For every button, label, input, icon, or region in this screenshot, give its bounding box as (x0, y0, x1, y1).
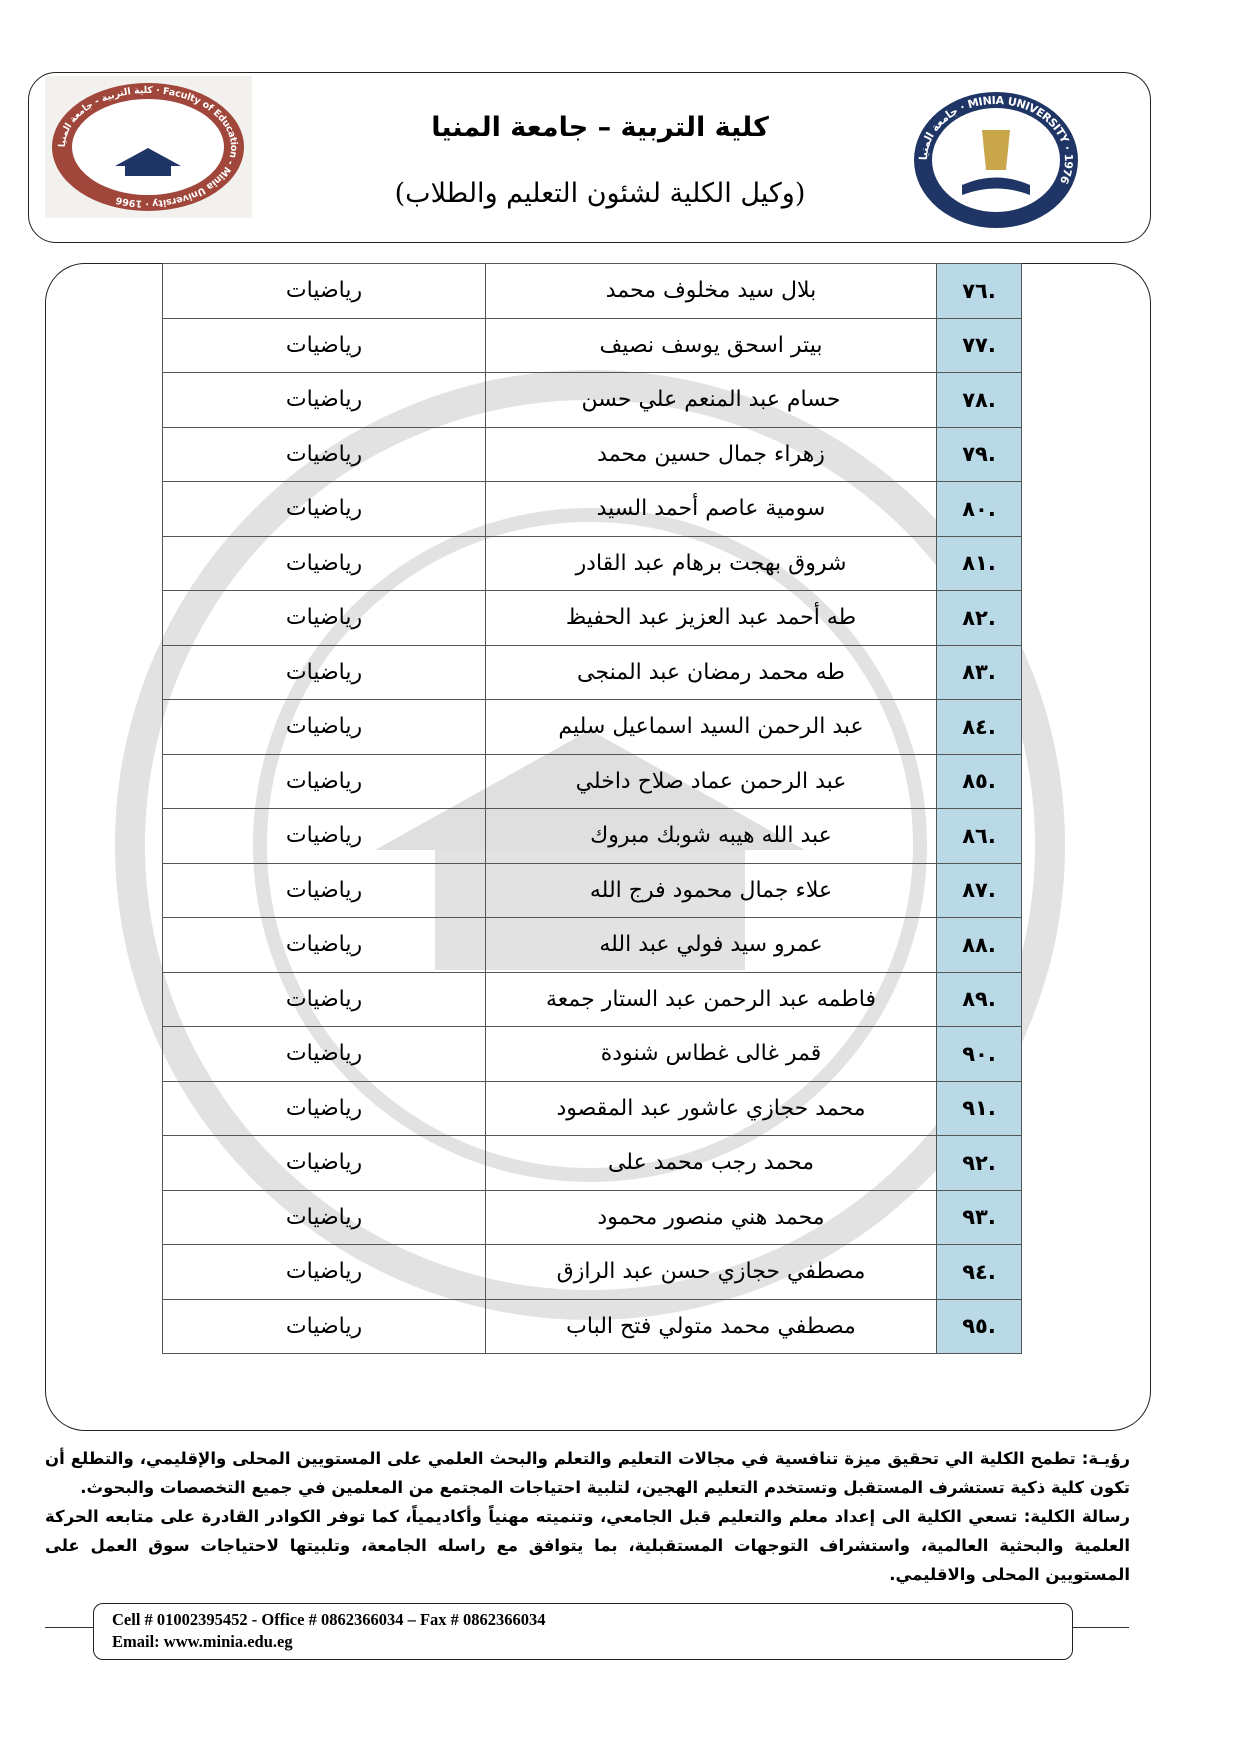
subject: رياضيات (162, 317, 486, 373)
subject: رياضيات (162, 644, 486, 700)
page-title: كلية التربية – جامعة المنيا (431, 112, 769, 143)
table-row: .٨٥ عبد الرحمن عماد صلاح داخلي رياضيات (162, 753, 1022, 809)
row-number: .٩٠ (936, 1026, 1022, 1082)
student-name: قمر غالى غطاس شنودة (485, 1026, 937, 1082)
row-number: .٧٨ (936, 372, 1022, 428)
student-name: شروق بهجت برهام عبد القادر (485, 535, 937, 591)
table-row: .٧٩ زهراء جمال حسين محمد رياضيات (162, 426, 1022, 482)
table-row: .٩٠ قمر غالى غطاس شنودة رياضيات (162, 1026, 1022, 1082)
student-name: بلال سيد مخلوف محمد (485, 263, 937, 319)
student-name: محمد رجب محمد على (485, 1135, 937, 1191)
divider (1073, 1627, 1129, 1628)
subject: رياضيات (162, 699, 486, 755)
header-box (28, 72, 1151, 243)
subject: رياضيات (162, 1080, 486, 1136)
student-name: مصطفي حجازي حسن عبد الرازق (485, 1244, 937, 1300)
row-number: .٧٦ (936, 263, 1022, 319)
table-row: .٨٢ طه أحمد عبد العزيز عبد الحفيظ رياضيات (162, 590, 1022, 646)
page-subtitle: (وكيل الكلية لشئون التعليم والطلاب) (394, 178, 806, 209)
subject: رياضيات (162, 917, 486, 973)
row-number: .٧٧ (936, 317, 1022, 373)
row-number: .٨٠ (936, 481, 1022, 537)
subject: رياضيات (162, 753, 486, 809)
student-name: بيتر اسحق يوسف نصيف (485, 317, 937, 373)
subject: رياضيات (162, 535, 486, 591)
row-number: .٩٥ (936, 1298, 1022, 1354)
footer-statements: رؤيـة: تطمح الكلية الي تحقيق ميزة تنافسي… (45, 1444, 1130, 1589)
student-name: محمد هني منصور محمود (485, 1189, 937, 1245)
student-name: سومية عاصم أحمد السيد (485, 481, 937, 537)
row-number: .٨٥ (936, 753, 1022, 809)
row-number: .٨٣ (936, 644, 1022, 700)
student-name: محمد حجازي عاشور عبد المقصود (485, 1080, 937, 1136)
table-row: .٩٤ مصطفي حجازي حسن عبد الرازق رياضيات (162, 1244, 1022, 1300)
table-row: .٨٦ عبد الله هيبه شوبك مبروك رياضيات (162, 808, 1022, 864)
row-number: .٨٢ (936, 590, 1022, 646)
table-row: .٨٣ طه محمد رمضان عبد المنجى رياضيات (162, 644, 1022, 700)
student-name: عبد الرحمن عماد صلاح داخلي (485, 753, 937, 809)
table-row: .٨٤ عبد الرحمن السيد اسماعيل سليم رياضيات (162, 699, 1022, 755)
subject: رياضيات (162, 971, 486, 1027)
table-row: .٧٧ بيتر اسحق يوسف نصيف رياضيات (162, 317, 1022, 373)
student-name: عمرو سيد فولي عبد الله (485, 917, 937, 973)
subject: رياضيات (162, 1026, 486, 1082)
subject: رياضيات (162, 1298, 486, 1354)
subject: رياضيات (162, 372, 486, 428)
table-row: .٧٨ حسام عبد المنعم علي حسن رياضيات (162, 372, 1022, 428)
student-name: طه أحمد عبد العزيز عبد الحفيظ (485, 590, 937, 646)
row-number: .٩١ (936, 1080, 1022, 1136)
row-number: .٧٩ (936, 426, 1022, 482)
row-number: .٨٩ (936, 971, 1022, 1027)
contact-box: Cell # 01002395452 - Office # 0862366034… (93, 1603, 1073, 1660)
subject: رياضيات (162, 426, 486, 482)
row-number: .٨٦ (936, 808, 1022, 864)
student-name: عبد الله هيبه شوبك مبروك (485, 808, 937, 864)
subject: رياضيات (162, 590, 486, 646)
table-row: .٨٧ علاء جمال محمود فرج الله رياضيات (162, 862, 1022, 918)
subject: رياضيات (162, 1189, 486, 1245)
students-table: .٧٦ بلال سيد مخلوف محمد رياضيات .٧٧ بيتر اسح… (162, 263, 1022, 1354)
subject: رياضيات (162, 862, 486, 918)
table-row: .٨٩ فاطمه عبد الرحمن عبد الستار جمعة رياضي… (162, 971, 1022, 1027)
student-name: مصطفي محمد متولي فتح الباب (485, 1298, 937, 1354)
row-number: .٨٧ (936, 862, 1022, 918)
table-row: .٧٦ بلال سيد مخلوف محمد رياضيات (162, 263, 1022, 319)
student-name: طه محمد رمضان عبد المنجى (485, 644, 937, 700)
table-row: .٩٣ محمد هني منصور محمود رياضيات (162, 1189, 1022, 1245)
row-number: .٩٣ (936, 1189, 1022, 1245)
table-row: .٨٨ عمرو سيد فولي عبد الله رياضيات (162, 917, 1022, 973)
row-number: .٩٤ (936, 1244, 1022, 1300)
subject: رياضيات (162, 481, 486, 537)
table-row: .٩٥ مصطفي محمد متولي فتح الباب رياضيات (162, 1298, 1022, 1354)
subject: رياضيات (162, 1135, 486, 1191)
subject: رياضيات (162, 808, 486, 864)
contact-email: Email: www.minia.edu.eg (112, 1632, 293, 1651)
divider (45, 1627, 93, 1628)
subject: رياضيات (162, 1244, 486, 1300)
row-number: .٨١ (936, 535, 1022, 591)
student-name: حسام عبد المنعم علي حسن (485, 372, 937, 428)
row-number: .٨٤ (936, 699, 1022, 755)
student-name: عبد الرحمن السيد اسماعيل سليم (485, 699, 937, 755)
mission-text: رسالة الكلية: تسعي الكلية الى إعداد معلم… (45, 1507, 1130, 1584)
table-row: .٩١ محمد حجازي عاشور عبد المقصود رياضيات (162, 1080, 1022, 1136)
table-row: .٨٠ سومية عاصم أحمد السيد رياضيات (162, 481, 1022, 537)
faculty-logo: كلية التربية - جامعة المنيا · Faculty of… (45, 76, 252, 218)
subject: رياضيات (162, 263, 486, 319)
row-number: .٩٢ (936, 1135, 1022, 1191)
contact-phones: Cell # 01002395452 - Office # 0862366034… (112, 1610, 546, 1629)
university-logo: جامعة المنيا · MINIA UNIVERSITY · 1976 (914, 92, 1078, 228)
table-row: .٩٢ محمد رجب محمد على رياضيات (162, 1135, 1022, 1191)
student-name: علاء جمال محمود فرج الله (485, 862, 937, 918)
table-row: .٨١ شروق بهجت برهام عبد القادر رياضيات (162, 535, 1022, 591)
student-name: فاطمه عبد الرحمن عبد الستار جمعة (485, 971, 937, 1027)
vision-text: رؤيـة: تطمح الكلية الي تحقيق ميزة تنافسي… (45, 1449, 1130, 1497)
row-number: .٨٨ (936, 917, 1022, 973)
student-name: زهراء جمال حسين محمد (485, 426, 937, 482)
